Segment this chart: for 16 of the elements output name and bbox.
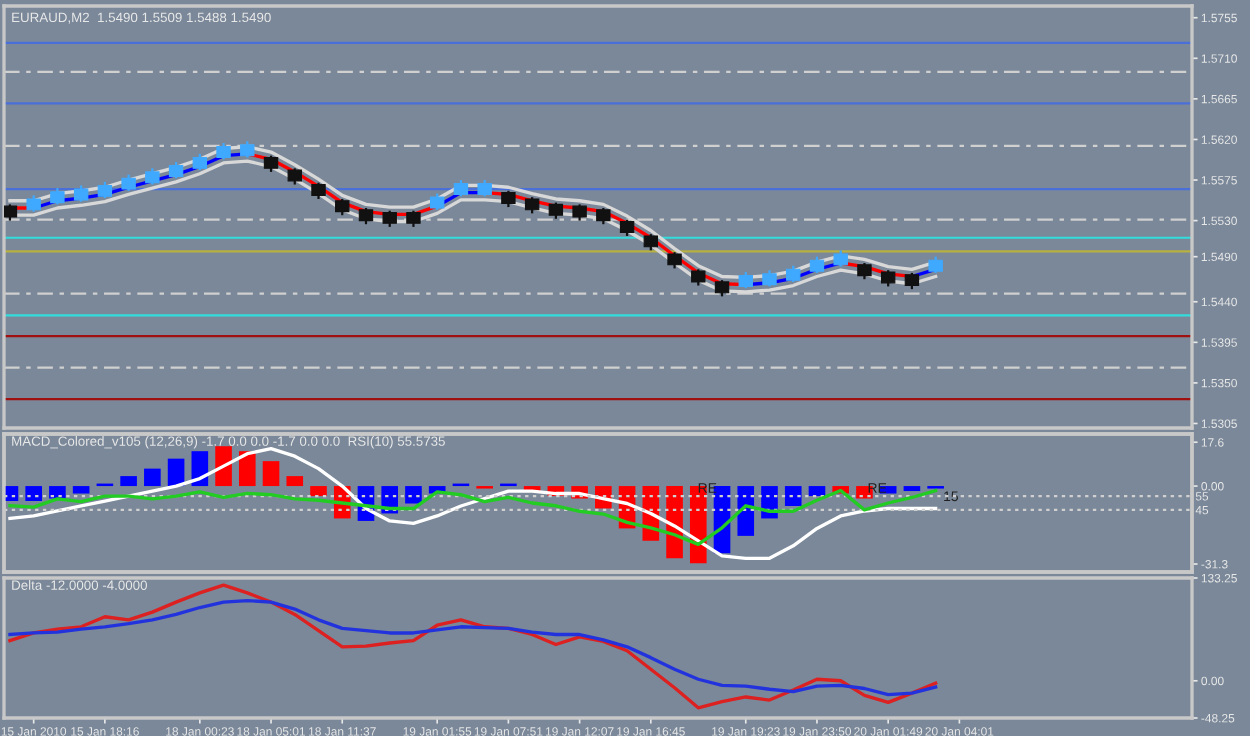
line-series <box>8 583 938 710</box>
bar <box>144 468 161 487</box>
bar <box>25 486 42 502</box>
bar <box>120 476 137 487</box>
bar <box>903 486 921 492</box>
bar <box>238 451 256 487</box>
bar <box>262 461 280 487</box>
bar <box>310 486 327 497</box>
line-series <box>8 447 938 560</box>
bar <box>286 476 304 487</box>
bar <box>784 486 802 506</box>
bar <box>405 486 422 504</box>
line-series <box>8 598 938 697</box>
bar <box>808 486 826 497</box>
bar <box>215 446 232 487</box>
bar <box>72 486 90 494</box>
